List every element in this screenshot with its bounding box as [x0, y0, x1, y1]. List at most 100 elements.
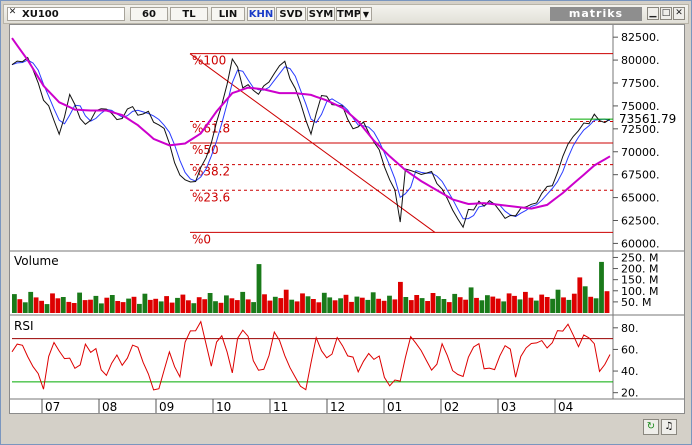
fib-level-label: %0: [192, 232, 211, 246]
symbol-label: XU100: [22, 9, 59, 20]
volume-bar: [343, 294, 349, 313]
volume-bar: [17, 299, 23, 313]
volume-bar: [175, 297, 180, 313]
volume-bar: [169, 302, 175, 313]
sym-button[interactable]: SYM: [307, 7, 335, 21]
volume-bar: [180, 294, 186, 313]
volume-bar: [99, 303, 104, 313]
volume-bar: [582, 286, 588, 313]
rsi-line: [11, 320, 611, 391]
price-tick-label: 62500.: [621, 215, 660, 228]
rsi-tick-label: 40.: [621, 365, 639, 378]
moving-average-line: [11, 37, 611, 210]
x-tick-label: 02: [444, 400, 459, 413]
rsi-tick-label: 20.: [621, 387, 639, 400]
volume-bar: [550, 298, 555, 313]
brand-logo: matriks: [550, 7, 642, 21]
svd-button[interactable]: SVD: [276, 7, 306, 21]
volume-bar: [457, 297, 463, 313]
volume-bar: [571, 293, 577, 313]
x-tick-label: 07: [45, 400, 60, 413]
chart-area: 82500. 80000. 77500. 75000. 72500. 70000. 6750…: [9, 24, 685, 414]
scale-button[interactable]: LIN: [211, 7, 245, 21]
close-window-icon[interactable]: ✕: [673, 7, 685, 20]
volume-bar: [539, 294, 545, 313]
volume-bar: [463, 299, 468, 313]
volume-bar: [22, 302, 28, 313]
fib-level-label: %61.8: [192, 122, 230, 136]
volume-bar: [142, 293, 148, 313]
volume-bar: [196, 297, 202, 313]
volume-bar: [245, 299, 251, 313]
volume-bar: [544, 297, 550, 313]
volume-bar: [419, 298, 425, 313]
volume-bar: [191, 303, 197, 313]
volume-bar: [517, 299, 523, 313]
volume-bar: [533, 300, 539, 313]
volume-bar: [262, 294, 267, 313]
volume-bar: [28, 291, 34, 313]
price-tick-label: 72500.: [621, 123, 660, 136]
volume-bar: [234, 300, 240, 313]
volume-bar: [425, 301, 430, 313]
volume-tick-label: 250. M: [621, 251, 658, 264]
bell-icon[interactable]: ♫: [661, 419, 677, 435]
volume-bar: [327, 297, 333, 313]
volume-bar: [278, 298, 284, 313]
volume-bar: [479, 300, 485, 313]
volume-bar: [137, 303, 142, 313]
volume-bar: [272, 296, 278, 313]
rsi-title: RSI: [14, 319, 34, 333]
volume-bar: [229, 298, 235, 313]
refresh-icon[interactable]: ↻: [643, 419, 659, 435]
x-tick-label: 12: [330, 400, 345, 413]
volume-bar: [305, 296, 311, 313]
volume-bar: [115, 301, 121, 313]
volume-bar: [82, 300, 88, 313]
volume-bar: [44, 304, 50, 313]
volume-bar: [588, 296, 594, 313]
volume-bar: [294, 301, 300, 313]
volume-bar: [218, 302, 224, 313]
symbol-field[interactable]: XU100: [7, 7, 125, 21]
volume-bar: [403, 297, 409, 313]
chevron-down-icon[interactable]: ▼: [360, 7, 372, 21]
volume-bar: [33, 297, 39, 313]
volume-bar: [12, 294, 17, 313]
volume-bar: [332, 300, 338, 313]
price-tick-label: 82500.: [621, 31, 660, 44]
volume-bar: [213, 301, 218, 313]
close-icon[interactable]: ✕: [8, 7, 17, 17]
rsi-tick-label: 60.: [621, 343, 639, 356]
volume-bar: [202, 299, 208, 313]
volume-bar: [267, 300, 273, 313]
price-tick-label: 67500.: [621, 169, 660, 182]
volume-tick-label: 100. M: [621, 285, 658, 298]
period-button[interactable]: 60: [130, 7, 168, 21]
volume-bar: [93, 295, 99, 313]
volume-bar: [523, 291, 528, 313]
tmp-button[interactable]: TMP: [336, 7, 362, 21]
currency-button[interactable]: TL: [170, 7, 208, 21]
volume-bar: [593, 298, 599, 313]
volume-bar: [354, 296, 360, 313]
volume-bar: [240, 291, 246, 313]
volume-bar: [311, 299, 316, 313]
volume-bar: [283, 289, 289, 313]
x-tick-label: 11: [273, 400, 288, 413]
volume-bar: [512, 295, 517, 313]
price-tick-label: 80000.: [621, 54, 660, 67]
volume-bar: [436, 296, 441, 313]
volume-bar: [441, 299, 447, 313]
volume-bar: [599, 261, 604, 313]
volume-bar: [186, 300, 191, 313]
volume-bar: [365, 299, 371, 313]
minimize-icon[interactable]: ▁: [647, 7, 659, 20]
volume-bar: [381, 300, 387, 313]
chart-type-button[interactable]: KHN: [247, 7, 275, 21]
volume-bar: [300, 293, 305, 313]
maximize-icon[interactable]: □: [660, 7, 672, 20]
volume-bar: [376, 298, 381, 313]
volume-bar: [256, 264, 262, 313]
volume-bar: [446, 302, 452, 313]
